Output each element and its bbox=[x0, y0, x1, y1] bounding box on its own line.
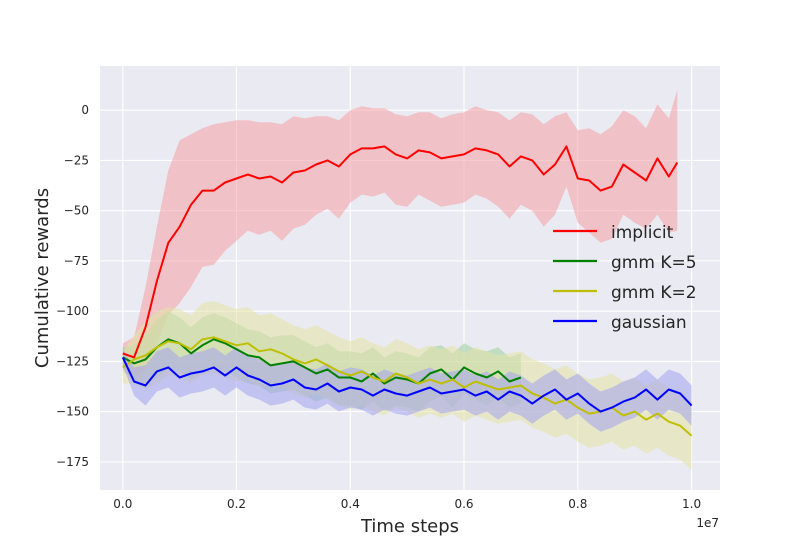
y-tick-label: −150 bbox=[56, 405, 89, 419]
y-tick-label: −125 bbox=[56, 354, 89, 368]
line-implicit bbox=[122, 145, 679, 359]
x-tick-label: 0.2 bbox=[227, 497, 246, 511]
x-tick-label: 0.6 bbox=[454, 497, 473, 511]
y-axis-title: Cumulative rewards bbox=[32, 188, 53, 368]
x-offset-label: 1e7 bbox=[696, 516, 719, 530]
legend-label-gmm-k5: gmm K=5 bbox=[611, 253, 697, 273]
legend: implicit gmm K=5 gmm K=2 gaussian bbox=[553, 223, 697, 333]
x-axis-title: Time steps bbox=[360, 516, 459, 537]
y-tick-label: 0 bbox=[81, 103, 89, 117]
x-tick-label: 1.0 bbox=[682, 497, 701, 511]
band-implicit bbox=[122, 90, 678, 380]
tick-labels: 0.0 0.2 0.4 0.6 0.8 1.0 −175 −150 −125 −100 −75 −50… bbox=[56, 103, 701, 511]
x-tick-label: 0.0 bbox=[113, 497, 132, 511]
line-gaussian bbox=[121, 356, 693, 413]
series-lines bbox=[121, 145, 693, 437]
legend-label-gmm-k2: gmm K=2 bbox=[611, 283, 697, 303]
band-gaussian bbox=[122, 347, 692, 432]
y-tick-label: −50 bbox=[64, 204, 89, 218]
y-tick-label: −25 bbox=[64, 153, 89, 167]
x-tick-label: 0.4 bbox=[341, 497, 360, 511]
y-tick-label: −75 bbox=[64, 254, 89, 268]
legend-label-gaussian: gaussian bbox=[611, 313, 687, 333]
line-gmm-k-5 bbox=[122, 338, 522, 385]
legend-label-implicit: implicit bbox=[611, 223, 674, 243]
x-tick-label: 0.8 bbox=[568, 497, 587, 511]
y-tick-label: −175 bbox=[56, 455, 89, 469]
line-gmm-k-2 bbox=[122, 336, 693, 437]
y-tick-label: −100 bbox=[56, 304, 89, 318]
